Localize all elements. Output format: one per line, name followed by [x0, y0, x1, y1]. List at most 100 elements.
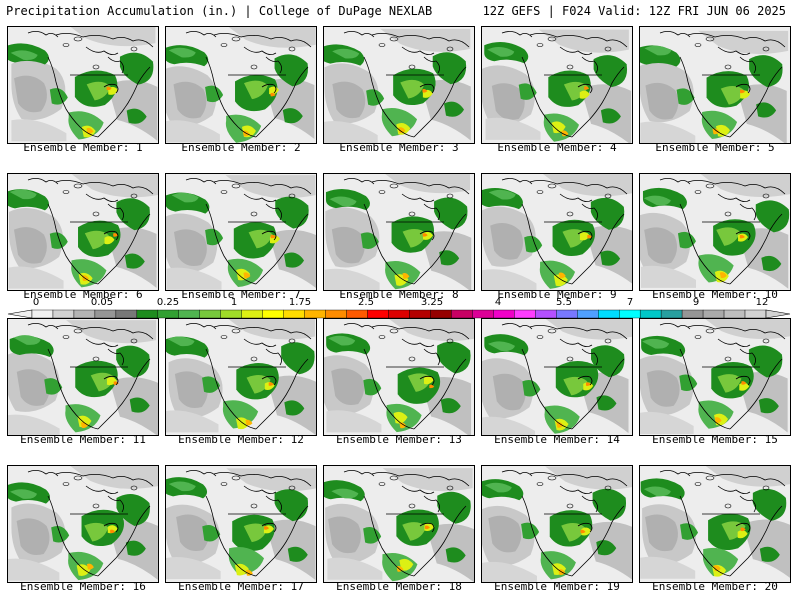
- precip-map: [324, 319, 474, 435]
- precipitation-colorbar: 0 0.05 0.25 1 1.75 2.5 3.25 4 5.5 7 9 12: [7, 297, 791, 319]
- precip-map: [8, 319, 158, 435]
- colorbar-segment: [73, 309, 96, 319]
- precip-map: [8, 466, 158, 582]
- precip-map: [324, 466, 474, 582]
- ensemble-map-panel: [323, 318, 475, 436]
- colorbar-segment: [262, 309, 284, 319]
- ensemble-member-label: Ensemble Member: 19: [494, 580, 620, 593]
- ensemble-member-label: Ensemble Member: 8: [339, 288, 459, 301]
- colorbar-tick-label: 3.25: [421, 297, 443, 308]
- ensemble-member-label: Ensemble Member: 10: [652, 288, 778, 301]
- colorbar-segment: [388, 309, 410, 319]
- ensemble-map-panel: [165, 465, 317, 583]
- ensemble-map-panel: [481, 318, 633, 436]
- precip-map: [166, 27, 316, 143]
- ensemble-member-label: Ensemble Member: 16: [20, 580, 146, 593]
- ensemble-member-label: Ensemble Member: 7: [181, 288, 301, 301]
- ensemble-map-panel: [639, 318, 791, 436]
- ensemble-member-label: Ensemble Member: 2: [181, 141, 301, 154]
- ensemble-map-panel: [7, 173, 159, 291]
- ensemble-member-label: Ensemble Member: 11: [20, 433, 146, 446]
- ensemble-map-panel: [7, 26, 159, 144]
- colorbar-min-arrow: [7, 309, 33, 319]
- colorbar-segment: [472, 309, 494, 319]
- ensemble-map-panel: [639, 173, 791, 291]
- ensemble-map-panel: [7, 465, 159, 583]
- colorbar-tick-label: 7: [627, 297, 633, 308]
- colorbar-segment: [283, 309, 305, 319]
- precip-map: [8, 174, 158, 290]
- colorbar-segment: [535, 309, 557, 319]
- precip-map: [482, 466, 632, 582]
- map-title: Precipitation Accumulation (in.) | Colle…: [6, 4, 433, 18]
- colorbar-segment: [723, 309, 746, 319]
- colorbar-segment: [52, 309, 75, 319]
- colorbar-max-arrow: [765, 309, 791, 319]
- precip-map: [482, 319, 632, 435]
- precip-map: [640, 174, 790, 290]
- colorbar-segment: [31, 309, 54, 319]
- colorbar-tick-label: 0.25: [157, 297, 179, 308]
- colorbar-segment: [136, 309, 159, 319]
- colorbar-segment: [556, 309, 578, 319]
- ensemble-map-panel: [481, 465, 633, 583]
- precip-map: [640, 319, 790, 435]
- colorbar-segment: [157, 309, 179, 319]
- ensemble-member-label: Ensemble Member: 14: [494, 433, 620, 446]
- ensemble-map-panel: [481, 26, 633, 144]
- colorbar-segment: [178, 309, 200, 319]
- colorbar-segment: [660, 309, 683, 319]
- colorbar-segment: [619, 309, 641, 319]
- ensemble-member-label: Ensemble Member: 15: [652, 433, 778, 446]
- colorbar-segment: [115, 309, 138, 319]
- precip-map: [324, 174, 474, 290]
- run-info: 12Z GEFS | F024 Valid: 12Z FRI JUN 06 20…: [482, 4, 786, 18]
- colorbar-tick-label: 2.5: [358, 297, 374, 308]
- ensemble-map-panel: [323, 465, 475, 583]
- colorbar-segment: [346, 309, 368, 319]
- precip-map: [482, 174, 632, 290]
- colorbar-tick-label: 0.05: [91, 297, 113, 308]
- ensemble-map-panel: [165, 173, 317, 291]
- colorbar-tick-label: 5.5: [556, 297, 572, 308]
- colorbar-tick-label: 1.75: [289, 297, 311, 308]
- colorbar-tick-label: 1: [231, 297, 237, 308]
- colorbar-segment: [598, 309, 620, 319]
- precip-map: [166, 466, 316, 582]
- ensemble-member-label: Ensemble Member: 18: [336, 580, 462, 593]
- colorbar-tick-label: 0: [33, 297, 39, 308]
- colorbar-segment: [451, 309, 473, 319]
- ensemble-member-label: Ensemble Member: 12: [178, 433, 304, 446]
- precip-map: [166, 174, 316, 290]
- colorbar-segment: [577, 309, 599, 319]
- colorbar-segment: [430, 309, 452, 319]
- ensemble-member-label: Ensemble Member: 4: [497, 141, 617, 154]
- ensemble-member-label: Ensemble Member: 9: [497, 288, 617, 301]
- ensemble-member-label: Ensemble Member: 3: [339, 141, 459, 154]
- ensemble-map-panel: [323, 173, 475, 291]
- precip-map: [640, 466, 790, 582]
- ensemble-map-panel: [7, 318, 159, 436]
- precip-map: [640, 27, 790, 143]
- colorbar-segment: [199, 309, 221, 319]
- precip-map: [166, 319, 316, 435]
- colorbar-tick-label: 12: [756, 297, 769, 308]
- colorbar-segment: [220, 309, 242, 319]
- colorbar-segment: [241, 309, 263, 319]
- ensemble-map-panel: [639, 26, 791, 144]
- precip-map: [482, 27, 632, 143]
- ensemble-map-panel: [323, 26, 475, 144]
- colorbar-segment: [514, 309, 536, 319]
- colorbar-segment: [367, 309, 389, 319]
- ensemble-member-label: Ensemble Member: 5: [655, 141, 775, 154]
- ensemble-member-label: Ensemble Member: 1: [23, 141, 143, 154]
- colorbar-segment: [639, 309, 662, 319]
- ensemble-map-panel: [165, 26, 317, 144]
- ensemble-member-label: Ensemble Member: 20: [652, 580, 778, 593]
- precip-map: [324, 27, 474, 143]
- ensemble-member-label: Ensemble Member: 6: [23, 288, 143, 301]
- colorbar-tick-label: 4: [495, 297, 501, 308]
- colorbar-segment: [304, 309, 326, 319]
- ensemble-map-panel: [165, 318, 317, 436]
- colorbar-segment: [702, 309, 725, 319]
